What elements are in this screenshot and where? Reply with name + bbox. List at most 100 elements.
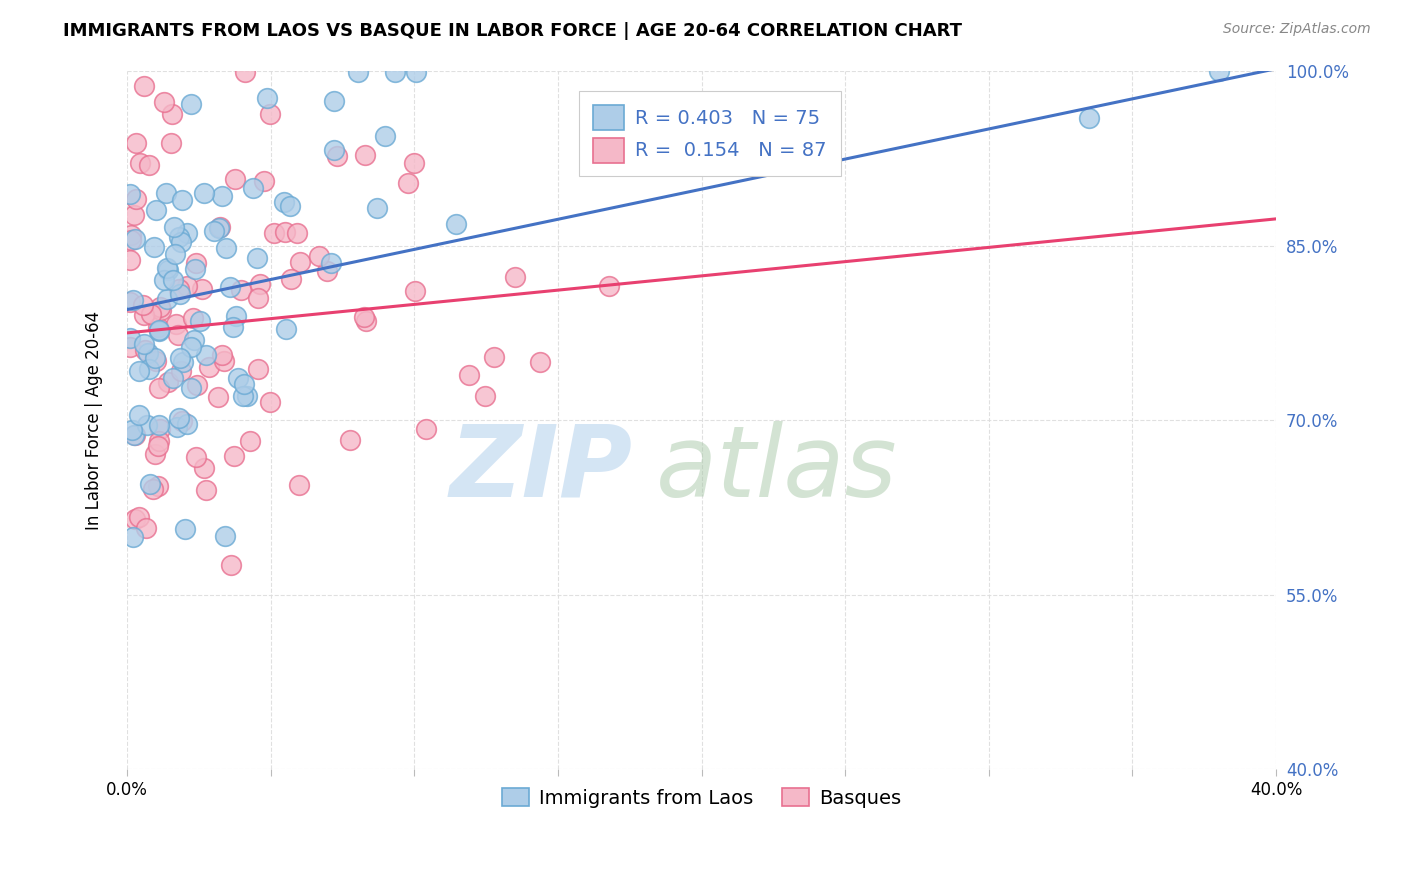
Text: IMMIGRANTS FROM LAOS VS BASQUE IN LABOR FORCE | AGE 20-64 CORRELATION CHART: IMMIGRANTS FROM LAOS VS BASQUE IN LABOR … bbox=[63, 22, 962, 40]
Point bbox=[128, 510, 150, 524]
Point bbox=[404, 284, 426, 298]
Point bbox=[156, 292, 179, 306]
Point bbox=[138, 158, 160, 172]
Point bbox=[143, 351, 166, 365]
Point bbox=[402, 156, 425, 170]
Point bbox=[186, 377, 208, 392]
Point bbox=[170, 193, 193, 207]
Point bbox=[384, 65, 406, 79]
Point bbox=[176, 279, 198, 293]
Point bbox=[118, 340, 141, 354]
Text: ZIP: ZIP bbox=[450, 420, 633, 517]
Point bbox=[222, 449, 245, 463]
Point bbox=[132, 79, 155, 94]
Point bbox=[226, 371, 249, 385]
Point bbox=[128, 364, 150, 378]
Point bbox=[124, 428, 146, 442]
Point bbox=[322, 94, 344, 108]
Point bbox=[215, 241, 238, 255]
Point bbox=[273, 194, 295, 209]
Point bbox=[153, 95, 176, 109]
Point bbox=[153, 273, 176, 287]
Point bbox=[160, 106, 183, 120]
Point bbox=[188, 313, 211, 327]
Point bbox=[128, 156, 150, 170]
Point bbox=[274, 322, 297, 336]
Point bbox=[169, 364, 191, 378]
Point bbox=[218, 280, 240, 294]
Point bbox=[458, 368, 481, 382]
Point bbox=[121, 423, 143, 437]
Point bbox=[353, 310, 375, 324]
Point bbox=[139, 477, 162, 491]
Point bbox=[156, 375, 179, 389]
Point bbox=[233, 65, 256, 79]
Point bbox=[184, 262, 207, 277]
Point bbox=[1078, 111, 1101, 125]
Point bbox=[353, 148, 375, 162]
Point bbox=[176, 226, 198, 240]
Point bbox=[186, 450, 208, 465]
Point bbox=[166, 420, 188, 434]
Point bbox=[134, 343, 156, 358]
Point bbox=[162, 273, 184, 287]
Point bbox=[396, 176, 419, 190]
Point bbox=[232, 377, 254, 392]
Point bbox=[162, 371, 184, 385]
Point bbox=[207, 390, 229, 404]
Point bbox=[224, 172, 246, 186]
Point bbox=[142, 240, 165, 254]
Point bbox=[202, 224, 225, 238]
Point bbox=[1208, 64, 1230, 78]
Point bbox=[124, 192, 146, 206]
Point bbox=[122, 428, 145, 442]
Point bbox=[148, 381, 170, 395]
Point bbox=[259, 394, 281, 409]
Point bbox=[132, 298, 155, 312]
Point bbox=[259, 107, 281, 121]
Point bbox=[285, 226, 308, 240]
Point bbox=[239, 434, 262, 448]
Point bbox=[503, 269, 526, 284]
Point bbox=[169, 351, 191, 365]
Point bbox=[211, 189, 233, 203]
Point bbox=[169, 287, 191, 301]
Point bbox=[181, 310, 204, 325]
Point bbox=[170, 235, 193, 249]
Point bbox=[482, 350, 505, 364]
Point bbox=[249, 277, 271, 291]
Point bbox=[118, 295, 141, 310]
Point bbox=[252, 174, 274, 188]
Point bbox=[146, 320, 169, 334]
Point bbox=[135, 418, 157, 433]
Point bbox=[374, 128, 396, 143]
Point bbox=[163, 247, 186, 261]
Point bbox=[148, 324, 170, 338]
Point bbox=[138, 362, 160, 376]
Point bbox=[155, 186, 177, 200]
Point bbox=[160, 136, 183, 150]
Point bbox=[242, 181, 264, 195]
Point bbox=[170, 414, 193, 428]
Point bbox=[148, 434, 170, 448]
Point bbox=[415, 422, 437, 436]
Point bbox=[124, 512, 146, 526]
Point bbox=[288, 255, 311, 269]
Point bbox=[319, 256, 342, 270]
Point bbox=[132, 337, 155, 351]
Point bbox=[167, 230, 190, 244]
Point bbox=[315, 264, 337, 278]
Point bbox=[308, 250, 330, 264]
Point bbox=[148, 323, 170, 337]
Point bbox=[118, 331, 141, 345]
Point bbox=[174, 523, 197, 537]
Text: Source: ZipAtlas.com: Source: ZipAtlas.com bbox=[1223, 22, 1371, 37]
Point bbox=[125, 136, 148, 150]
Point bbox=[232, 388, 254, 402]
Point bbox=[280, 272, 302, 286]
Point bbox=[214, 529, 236, 543]
Point bbox=[176, 417, 198, 431]
Point bbox=[149, 303, 172, 318]
Point bbox=[167, 282, 190, 296]
Point bbox=[235, 389, 257, 403]
